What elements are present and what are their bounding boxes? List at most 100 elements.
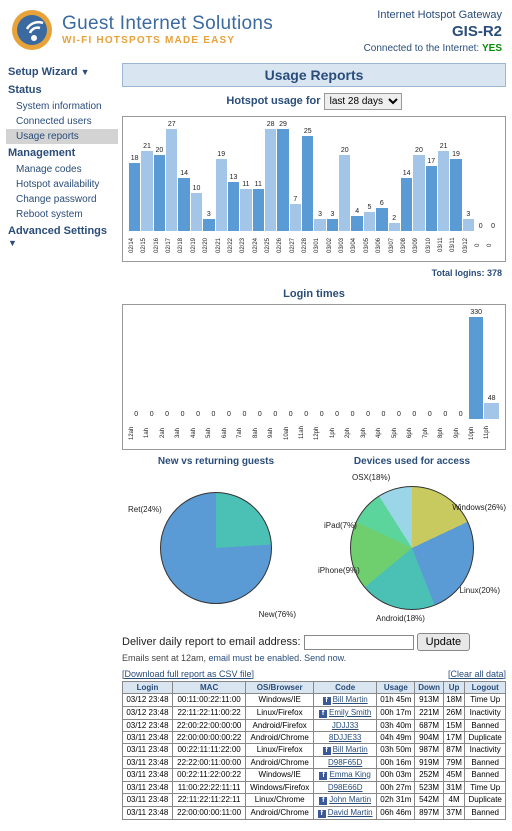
code-link[interactable]: fBill Martin [323, 695, 368, 704]
pie-label: iPhone(9%) [318, 566, 360, 575]
code-link[interactable]: JDJJ33 [332, 721, 359, 730]
send-now-link[interactable]: Send now [304, 653, 344, 663]
bar: 330 [469, 309, 483, 419]
content: Usage Reports Hotspot usage for last 28 … [122, 63, 506, 820]
pie-new-returning: New vs returning guests Ret(24%)New(76%) [122, 456, 310, 623]
code-link[interactable]: D98F65D [328, 758, 362, 767]
pie-label: Android(18%) [376, 614, 425, 623]
table-row: 03/11 23:4822:00:00:00:00:22Android/Chro… [123, 731, 506, 743]
col-down: Down [415, 681, 443, 693]
bar: 0 [314, 309, 328, 419]
brand-title: Guest Internet Solutions [62, 14, 273, 35]
sidebar: Setup Wizard ▼ Status System information… [6, 63, 118, 820]
bar: 0 [423, 309, 437, 419]
bar: 48 [484, 309, 498, 419]
bar: 19 [216, 121, 227, 231]
deliver-note: Emails sent at 12am, email must be enabl… [122, 653, 506, 663]
bar: 25 [302, 121, 313, 231]
nav-item-system-information[interactable]: System information [6, 99, 118, 114]
table-row: 03/12 23:4800:11:00:22:11:00Windows/IEfB… [123, 693, 506, 706]
email-enabled-link[interactable]: email must be enabled [209, 653, 300, 663]
code-link[interactable]: fJohn Martin [319, 795, 371, 804]
table-row: 03/11 23:4800:22:11:22:00:22Windows/IEfE… [123, 768, 506, 781]
bar: 20 [154, 121, 165, 231]
bar: 13 [228, 121, 239, 231]
bar: 0 [299, 309, 313, 419]
bar: 14 [401, 121, 412, 231]
nav-status[interactable]: Status [6, 81, 118, 99]
deliver-email-input[interactable] [304, 635, 414, 650]
facebook-icon: f [323, 747, 331, 755]
sessions-table: LoginMACOS/BrowserCodeUsageDownUpLogout … [122, 681, 506, 820]
deliver-row: Deliver daily report to email address: U… [122, 633, 506, 651]
code-link[interactable]: D98E66D [328, 783, 363, 792]
brand-sub: WI-FI HOTSPOTS MADE EASY [62, 35, 273, 46]
bar: 0 [454, 309, 468, 419]
logo-icon [10, 8, 54, 52]
bar: 11 [253, 121, 264, 231]
nav-item-connected-users[interactable]: Connected users [6, 114, 118, 129]
download-csv-link[interactable]: [Download full report as CSV file] [122, 669, 254, 679]
header-line1: Internet Hotspot Gateway [364, 8, 502, 22]
col-os-browser: OS/Browser [246, 681, 314, 693]
table-row: 03/12 23:4822:00:22:00:00:00Android/Fire… [123, 719, 506, 731]
pie-devices: Devices used for access OSX(18%)Windows(… [318, 456, 506, 623]
code-link[interactable]: fEmily Smith [319, 708, 371, 717]
table-row: 03/11 23:4822:11:22:11:22:11Linux/Chrome… [123, 793, 506, 806]
bar: 18 [129, 121, 140, 231]
bar: 20 [339, 121, 350, 231]
usage-for-row: Hotspot usage for last 28 days [122, 93, 506, 110]
bar: 20 [413, 121, 424, 231]
header: Guest Internet Solutions WI-FI HOTSPOTS … [0, 0, 512, 63]
bar: 0 [268, 309, 282, 419]
bar: 0 [253, 309, 267, 419]
nav-item-usage-reports[interactable]: Usage reports [6, 129, 118, 144]
bar: 10 [191, 121, 202, 231]
login-times-title: Login times [122, 288, 506, 300]
table-row: 03/11 23:4822:00:00:00:11:00Android/Chro… [123, 806, 506, 819]
facebook-icon: f [323, 697, 331, 705]
pie-label: Ret(24%) [128, 505, 162, 514]
code-link[interactable]: fBill Martin [323, 745, 368, 754]
bar: 0 [407, 309, 421, 419]
page-title: Usage Reports [122, 63, 506, 87]
bar: 11 [240, 121, 251, 231]
bar: 0 [376, 309, 390, 419]
hotspot-chart: 1821202714103191311112829725332045621420… [122, 116, 506, 262]
bar: 0 [206, 309, 220, 419]
usage-range-select[interactable]: last 28 days [324, 93, 402, 110]
header-right: Internet Hotspot Gateway GIS-R2 Connecte… [364, 8, 502, 55]
bar: 0 [222, 309, 236, 419]
update-button[interactable]: Update [417, 633, 470, 651]
nav-item-reboot-system[interactable]: Reboot system [6, 207, 118, 222]
bar: 0 [361, 309, 375, 419]
bar: 3 [327, 121, 338, 231]
code-link[interactable]: fEmma King [319, 770, 370, 779]
bar: 7 [290, 121, 301, 231]
col-up: Up [443, 681, 465, 693]
bar: 29 [277, 121, 288, 231]
bar: 0 [330, 309, 344, 419]
table-row: 03/11 23:4811:00:22:22:11:11Windows/Fire… [123, 781, 506, 793]
bar: 14 [178, 121, 189, 231]
bar: 0 [175, 309, 189, 419]
bar: 0 [237, 309, 251, 419]
nav-item-change-password[interactable]: Change password [6, 192, 118, 207]
bar: 3 [203, 121, 214, 231]
bar: 0 [475, 121, 486, 231]
code-link[interactable]: 8DJJE33 [329, 733, 361, 742]
nav-management[interactable]: Management [6, 144, 118, 162]
col-mac: MAC [172, 681, 245, 693]
bar: 6 [376, 121, 387, 231]
bar: 0 [284, 309, 298, 419]
bar: 5 [364, 121, 375, 231]
nav-advanced[interactable]: Advanced Settings ▼ [6, 222, 118, 252]
nav-item-hotspot-availability[interactable]: Hotspot availability [6, 177, 118, 192]
col-logout: Logout [465, 681, 506, 693]
nav-item-manage-codes[interactable]: Manage codes [6, 162, 118, 177]
nav-setup-wizard[interactable]: Setup Wizard ▼ [6, 63, 118, 81]
clear-data-link[interactable]: [Clear all data] [448, 669, 506, 679]
code-link[interactable]: fDavid Martin [318, 808, 373, 817]
facebook-icon: f [318, 810, 326, 818]
bar: 3 [314, 121, 325, 231]
